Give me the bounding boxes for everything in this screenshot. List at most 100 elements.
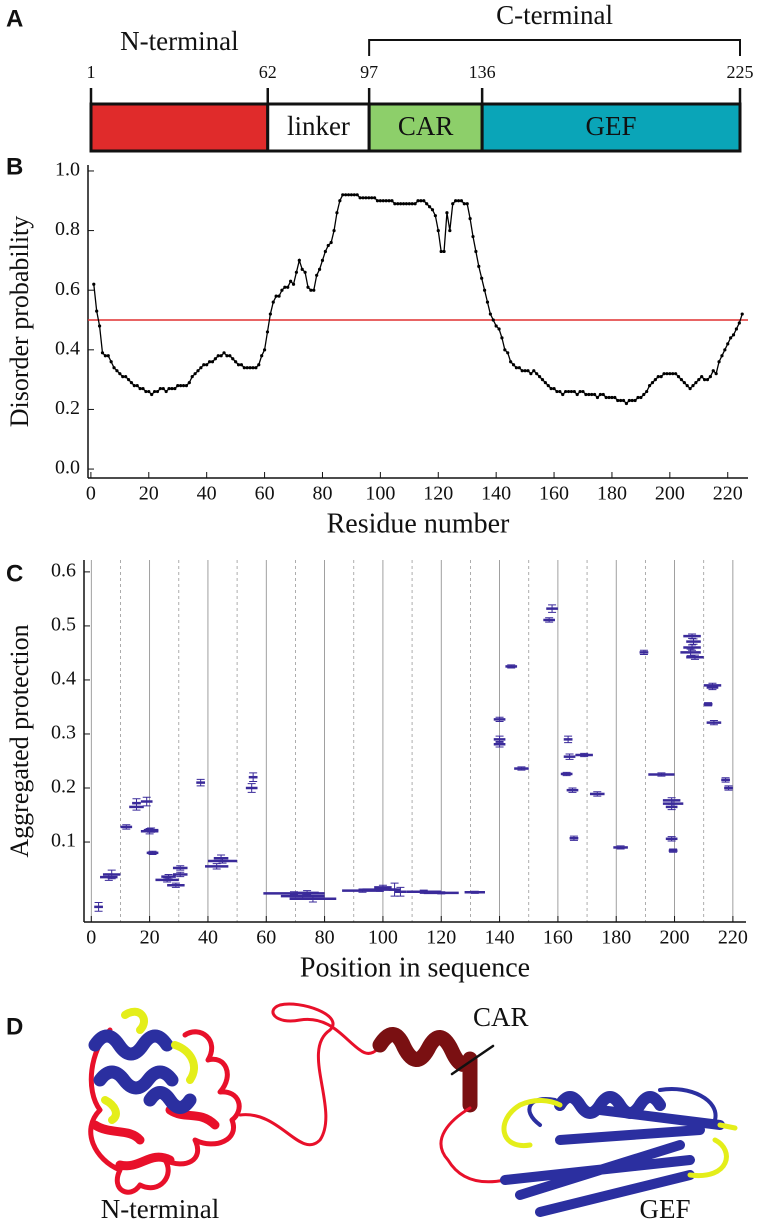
x-tick-label: 180 — [601, 927, 631, 949]
x-tick-label: 100 — [365, 483, 395, 505]
error-bar — [132, 798, 141, 808]
n-domain-strand — [101, 1007, 198, 1124]
error-bar — [639, 649, 648, 656]
error-bar — [721, 777, 730, 783]
error-bar — [212, 863, 221, 870]
domain — [480, 102, 742, 153]
x-tick-label: 40 — [197, 483, 217, 505]
domain-label: linker — [287, 111, 350, 141]
linker-coil — [238, 1002, 382, 1147]
error-bar — [704, 702, 713, 707]
error-bar — [580, 752, 589, 758]
error-bar — [569, 835, 578, 841]
panel-label: A — [6, 5, 23, 32]
error-bar — [616, 845, 625, 850]
domain — [367, 102, 484, 153]
panel-label: B — [6, 153, 23, 180]
y-tick-label: 0.0 — [55, 457, 80, 479]
n-domain-helix — [88, 1029, 197, 1114]
domain-label: GEF — [586, 111, 637, 141]
error-bar — [669, 848, 678, 853]
error-bar — [303, 890, 312, 896]
gef-helix — [554, 1091, 666, 1119]
x-tick-label: 20 — [140, 927, 160, 949]
position-label: 225 — [727, 62, 754, 82]
y-tick-label: 0.6 — [51, 559, 76, 581]
error-bar — [247, 783, 256, 793]
y-tick-label: 0.5 — [51, 614, 76, 636]
structure-label: GEF — [639, 1194, 690, 1224]
y-tick-label: 0.4 — [51, 668, 76, 690]
x-tick-label: 180 — [597, 483, 627, 505]
region-label: C-terminal — [496, 0, 613, 30]
error-bar — [708, 684, 717, 691]
error-bar — [171, 882, 180, 888]
error-bar — [686, 648, 695, 657]
error-bar — [545, 617, 554, 623]
y-tick-label: 0.4 — [55, 337, 80, 359]
x-tick-label: 220 — [713, 483, 743, 505]
structure-label: N-terminal — [101, 1194, 219, 1224]
gef-strand — [500, 1105, 725, 1217]
y-tick-label: 0.6 — [55, 278, 80, 300]
error-bar — [308, 895, 317, 903]
error-bar — [507, 664, 516, 669]
position-label: 97 — [360, 62, 378, 82]
region-bracket — [368, 39, 741, 56]
x-tick-label: 0 — [86, 927, 96, 949]
x-tick-label: 60 — [255, 483, 275, 505]
error-bar — [657, 772, 666, 777]
x-tick-label: 220 — [718, 927, 748, 949]
x-tick-label: 160 — [539, 483, 569, 505]
x-tick-label: 200 — [660, 927, 690, 949]
error-bar — [249, 772, 258, 783]
error-bar — [495, 741, 504, 748]
panel-label: C — [6, 560, 23, 587]
error-bar — [142, 796, 151, 807]
error-bar — [470, 890, 479, 894]
position-label: 136 — [469, 62, 496, 82]
error-bar — [495, 716, 504, 723]
error-bar — [568, 787, 577, 793]
x-axis-label: Position in sequence — [300, 952, 530, 983]
x-tick-label: 140 — [481, 483, 511, 505]
x-tick-label: 80 — [315, 927, 335, 949]
car-pointer — [450, 1044, 495, 1076]
error-bar — [122, 824, 131, 830]
x-tick-label: 200 — [655, 483, 685, 505]
error-bar — [565, 753, 574, 760]
error-bar — [196, 778, 205, 787]
x-tick-label: 160 — [543, 927, 573, 949]
y-axis-label: Aggregated protection — [5, 624, 34, 857]
structure — [88, 1002, 738, 1217]
y-tick-label: 0.2 — [51, 776, 76, 798]
error-bar — [94, 902, 103, 912]
structure-label: CAR — [473, 1002, 529, 1032]
x-axis-label: Residue number — [327, 508, 510, 539]
panel-label: D — [6, 1013, 23, 1040]
error-bar — [517, 766, 526, 771]
error-bar — [562, 771, 571, 777]
domain-label: CAR — [398, 111, 454, 141]
y-tick-label: 0.8 — [55, 218, 80, 240]
x-tick-label: 140 — [485, 927, 515, 949]
error-bar — [164, 873, 173, 880]
gef-yellow — [501, 1098, 738, 1179]
disorder-line — [92, 193, 744, 406]
y-tick-label: 0.1 — [51, 830, 76, 852]
error-bar — [148, 850, 157, 855]
error-bar — [378, 884, 387, 891]
region-label: N-terminal — [120, 26, 238, 56]
x-tick-label: 60 — [256, 927, 276, 949]
x-tick-label: 100 — [368, 927, 398, 949]
position-label: 1 — [87, 62, 96, 82]
y-tick-label: 1.0 — [55, 159, 80, 181]
linker-coil — [439, 1106, 507, 1184]
error-bar — [724, 785, 733, 791]
error-bar — [688, 633, 697, 639]
y-tick-label: 0.2 — [55, 397, 80, 419]
error-bar — [437, 891, 446, 895]
x-tick-label: 0 — [86, 483, 96, 505]
